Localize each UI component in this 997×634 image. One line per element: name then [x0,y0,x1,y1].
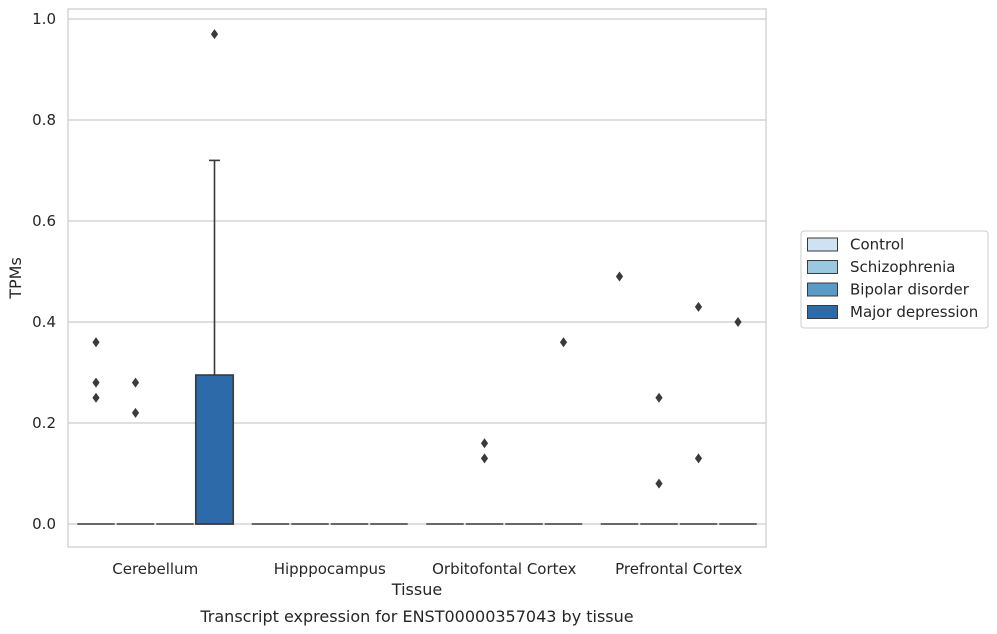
outlier-point [480,453,489,464]
legend-frame [800,230,989,329]
y-axis-ticks: 0.0 0.2 0.4 0.6 0.8 1.0 [32,10,56,533]
outlier-point [694,301,703,312]
x-tick-label: Hipppocampus [274,560,386,578]
outlier-point [92,337,100,348]
outlier-point [131,407,140,418]
boxes [77,159,757,525]
plot-area-frame [67,8,767,548]
gridlines [68,18,766,525]
y-axis-label: TPMs [6,257,25,300]
outlier-point [694,453,703,464]
outlier-point [655,478,663,489]
y-tick-label: 0.2 [32,414,56,432]
y-tick-label: 0.0 [32,515,56,533]
x-tick-label: Prefrontal Cortex [615,560,742,578]
chart-caption: Transcript expression for ENST0000035704… [199,607,633,626]
outlier-point [210,29,219,40]
legend-swatch [807,260,838,274]
x-axis-label: Tissue [391,580,442,599]
legend-item: Control [807,236,904,254]
legend-label: Major depression [850,303,978,321]
x-tick-label: Cerebellum [112,560,198,578]
outlier-point [480,438,489,449]
outlier-point [131,377,140,388]
y-tick-label: 0.8 [32,111,56,129]
outliers [92,29,742,489]
x-axis-ticks: Cerebellum Hipppocampus Orbitofontal Corte… [112,560,742,578]
legend-swatch [807,305,838,319]
box-major-depression [194,159,235,525]
legend-item: Schizophrenia [807,258,955,276]
y-tick-label: 1.0 [32,10,56,28]
legend-item: Major depression [807,303,978,321]
outlier-point [734,317,742,327]
legend: Control Schizophrenia Bipolar disorder Majo… [800,230,989,329]
outlier-point [615,271,624,282]
legend-swatch [807,282,838,297]
legend-items: Control Schizophrenia Bipolar disorder Majo… [807,236,978,321]
outlier-point [92,377,100,388]
legend-label: Bipolar disorder [850,281,970,299]
y-tick-label: 0.6 [32,212,56,230]
outlier-point [559,337,568,348]
x-tick-label: Orbitofontal Cortex [432,560,576,578]
legend-label: Schizophrenia [850,258,955,276]
legend-label: Control [850,236,904,254]
legend-swatch [807,237,838,252]
box-body [194,374,235,525]
outlier-point [655,392,663,403]
outlier-point [92,392,100,403]
legend-item: Bipolar disorder [807,281,970,299]
y-tick-label: 0.4 [32,313,56,331]
